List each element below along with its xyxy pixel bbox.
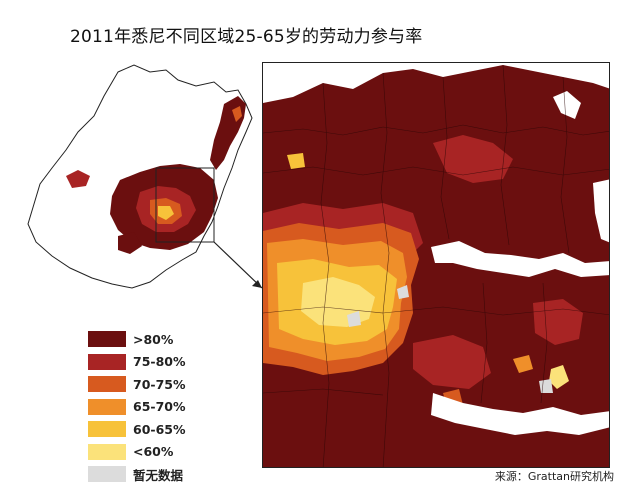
- legend-swatch: [88, 443, 126, 460]
- overview-sw-patch: [118, 232, 142, 254]
- legend-label: <60%: [133, 444, 174, 460]
- zoom-connector-line: [213, 241, 263, 289]
- overview-zoom-box: [155, 167, 215, 243]
- legend-swatch: [88, 466, 126, 483]
- legend-item-65-70: 65-70%: [88, 396, 186, 419]
- legend-label: 75-80%: [133, 354, 186, 370]
- legend-label: >80%: [133, 331, 174, 347]
- zoom-connector-arrowhead: [252, 280, 262, 288]
- inset-no-data-3: [539, 379, 553, 393]
- legend-item-60-65: 60-65%: [88, 418, 186, 441]
- inset-suburb-boundaries: [263, 64, 609, 467]
- overview-west-patch: [66, 170, 90, 188]
- zoomed-inset-map: [262, 62, 610, 468]
- inset-zone-75-80-north: [433, 135, 513, 183]
- legend-label: 65-70%: [133, 399, 186, 415]
- legend-label: 暂无数据: [133, 467, 184, 483]
- legend-swatch: [88, 353, 126, 370]
- inset-zone-75-80-south: [413, 335, 491, 389]
- legend: >80% 75-80% 70-75% 65-70% 60-65% <60% 暂无…: [88, 328, 186, 486]
- legend-label: 70-75%: [133, 376, 186, 392]
- inset-patch-orange-2: [513, 355, 533, 373]
- inset-north-inlet: [553, 91, 581, 119]
- legend-swatch: [88, 398, 126, 415]
- legend-swatch: [88, 421, 126, 438]
- legend-item-below-60: <60%: [88, 441, 186, 464]
- inset-zone-below-60-east: [549, 365, 569, 389]
- inset-ocean-east: [593, 179, 609, 243]
- inset-no-data-2: [347, 311, 361, 327]
- inset-patch-orange-1: [287, 153, 305, 169]
- legend-item-no-data: 暂无数据: [88, 463, 186, 486]
- legend-swatch: [88, 331, 126, 348]
- legend-item-70-75: 70-75%: [88, 373, 186, 396]
- map-title: 2011年悉尼不同区域25-65岁的劳动力参与率: [70, 27, 423, 47]
- overview-coast-patch: [232, 106, 242, 122]
- inset-harbour-water: [431, 241, 609, 277]
- source-credit: 来源：Grattan研究机构: [494, 470, 614, 483]
- legend-swatch: [88, 376, 126, 393]
- inset-bay-water: [431, 393, 609, 435]
- legend-label: 60-65%: [133, 421, 186, 437]
- legend-item-above-80: >80%: [88, 328, 186, 351]
- legend-item-75-80: 75-80%: [88, 351, 186, 374]
- overview-urban-yellow: [158, 206, 174, 220]
- inset-no-data-1: [397, 285, 409, 299]
